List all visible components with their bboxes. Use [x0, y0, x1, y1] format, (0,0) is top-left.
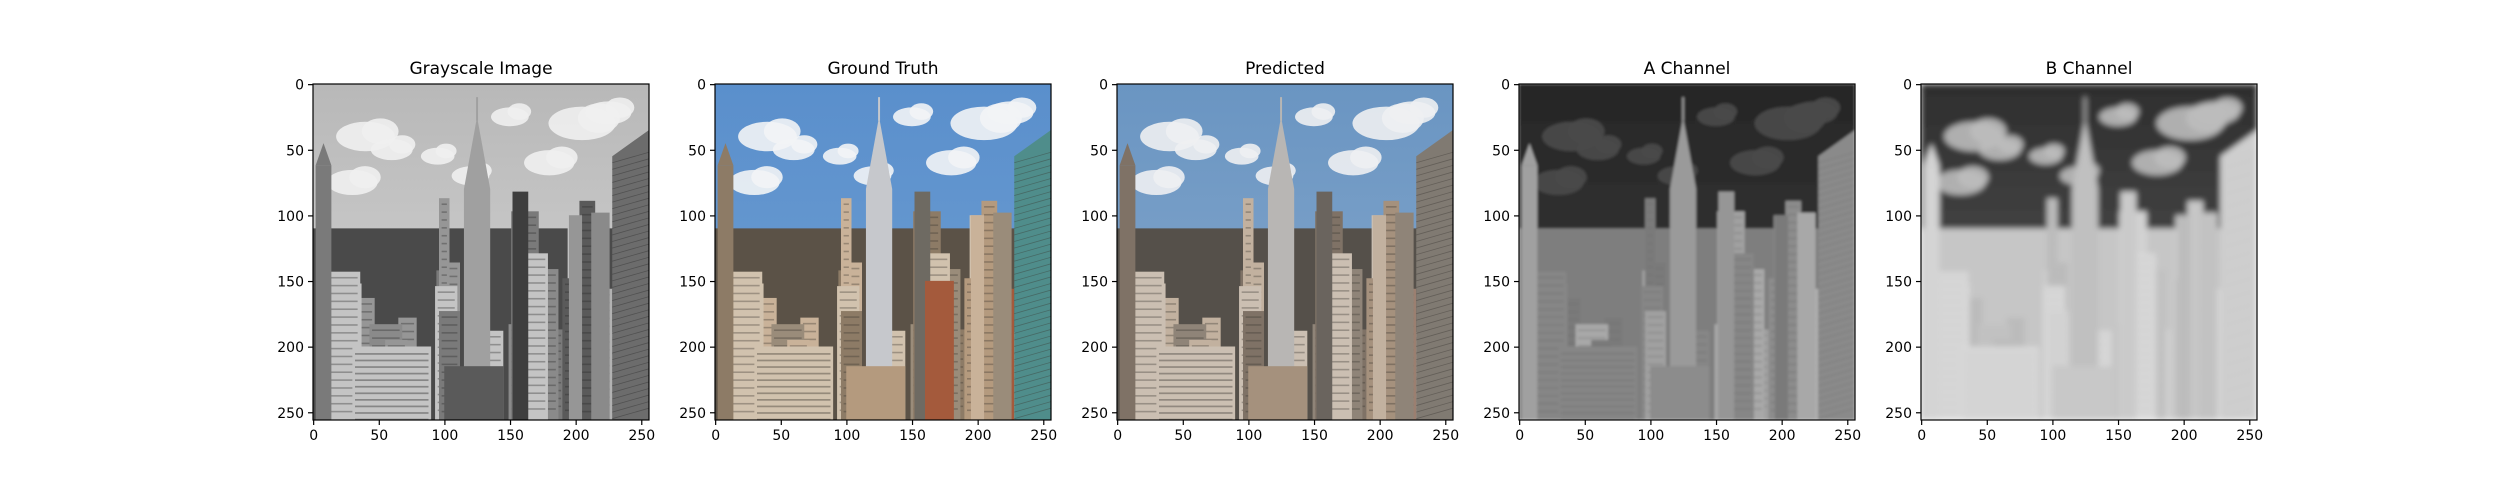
image-grayscale [313, 84, 649, 420]
y-tick-label: 50 [688, 143, 706, 159]
y-tick-label: 150 [1081, 275, 1108, 291]
image-predicted [1117, 84, 1453, 420]
x-tick-label: 0 [1515, 428, 1524, 444]
y-tick-label: 150 [679, 275, 706, 291]
y-tick-label: 0 [295, 78, 304, 94]
axes-frame [1920, 83, 2258, 421]
y-tick-label: 50 [1090, 143, 1108, 159]
y-tick-label: 200 [1081, 340, 1108, 356]
x-tick-label: 50 [1978, 428, 1996, 444]
x-tick-label: 200 [1367, 428, 1394, 444]
axes-frame [1116, 83, 1454, 421]
axes-frame [1518, 83, 1856, 421]
x-tick-label: 150 [2105, 428, 2132, 444]
image-ground-truth [715, 84, 1051, 420]
y-tick-label: 150 [1483, 275, 1510, 291]
x-tick-label: 150 [1703, 428, 1730, 444]
x-tick-label: 100 [432, 428, 459, 444]
x-tick-label: 150 [899, 428, 926, 444]
y-tick-label: 250 [1483, 406, 1510, 422]
x-tick-label: 200 [965, 428, 992, 444]
x-tick-label: 250 [628, 428, 655, 444]
x-tick-label: 50 [772, 428, 790, 444]
panel-title-grayscale: Grayscale Image [409, 59, 552, 79]
y-tick-label: 200 [1885, 340, 1912, 356]
y-tick-label: 0 [1903, 78, 1912, 94]
x-tick-label: 250 [1432, 428, 1459, 444]
x-tick-label: 250 [1030, 428, 1057, 444]
y-tick-label: 100 [679, 209, 706, 225]
image-b-channel [1921, 84, 2257, 420]
panel-predicted: Predicted 0 50 100 150 200 250 0 50 100 150 200 250 [1081, 59, 1459, 444]
panels-layer: Grayscale Image 0 50 100 150 200 250 0 50 100 150 2… [277, 59, 2263, 444]
y-tick-label: 200 [679, 340, 706, 356]
image-a-channel [1519, 84, 1855, 420]
x-tick-label: 100 [834, 428, 861, 444]
x-tick-label: 0 [1113, 428, 1122, 444]
y-tick-label: 50 [286, 143, 304, 159]
y-tick-label: 150 [277, 275, 304, 291]
panel-title-b-channel: B Channel [2046, 59, 2133, 79]
panel-title-ground-truth: Ground Truth [827, 59, 938, 79]
y-tick-label: 0 [697, 78, 706, 94]
x-tick-label: 100 [2040, 428, 2067, 444]
y-tick-label: 50 [1492, 143, 1510, 159]
x-tick-label: 250 [2236, 428, 2263, 444]
x-tick-label: 150 [1301, 428, 1328, 444]
y-tick-label: 100 [277, 209, 304, 225]
x-tick-label: 100 [1236, 428, 1263, 444]
y-tick-label: 200 [1483, 340, 1510, 356]
y-tick-label: 100 [1483, 209, 1510, 225]
y-tick-label: 250 [277, 406, 304, 422]
x-tick-label: 0 [711, 428, 720, 444]
x-tick-label: 200 [2171, 428, 2198, 444]
x-tick-label: 50 [370, 428, 388, 444]
y-tick-label: 100 [1885, 209, 1912, 225]
panel-ground-truth: Ground Truth 0 50 100 150 200 250 0 50 100 150 200 2… [679, 59, 1057, 444]
x-tick-label: 150 [497, 428, 524, 444]
panel-a-channel: A Channel 0 50 100 150 200 250 0 50 100 150 200 250 [1483, 59, 1861, 444]
x-tick-label: 200 [1769, 428, 1796, 444]
y-tick-label: 250 [1081, 406, 1108, 422]
y-tick-label: 200 [277, 340, 304, 356]
panel-title-predicted: Predicted [1245, 59, 1325, 79]
axes-frame [312, 83, 650, 421]
x-tick-label: 50 [1174, 428, 1192, 444]
y-tick-label: 250 [679, 406, 706, 422]
y-tick-label: 0 [1099, 78, 1108, 94]
panel-b-channel: B Channel 0 50 100 150 200 250 0 50 100 150 200 250 [1885, 59, 2263, 444]
y-tick-label: 250 [1885, 406, 1912, 422]
y-tick-label: 0 [1501, 78, 1510, 94]
y-tick-label: 100 [1081, 209, 1108, 225]
x-tick-label: 0 [309, 428, 318, 444]
x-tick-label: 0 [1917, 428, 1926, 444]
x-tick-label: 250 [1834, 428, 1861, 444]
x-tick-label: 100 [1638, 428, 1665, 444]
y-tick-label: 150 [1885, 275, 1912, 291]
panel-grayscale: Grayscale Image 0 50 100 150 200 250 0 50 100 150 2… [277, 59, 655, 444]
x-tick-label: 50 [1576, 428, 1594, 444]
axes-frame [714, 83, 1052, 421]
y-tick-label: 50 [1894, 143, 1912, 159]
panel-title-a-channel: A Channel [1644, 59, 1731, 79]
x-tick-label: 200 [563, 428, 590, 444]
